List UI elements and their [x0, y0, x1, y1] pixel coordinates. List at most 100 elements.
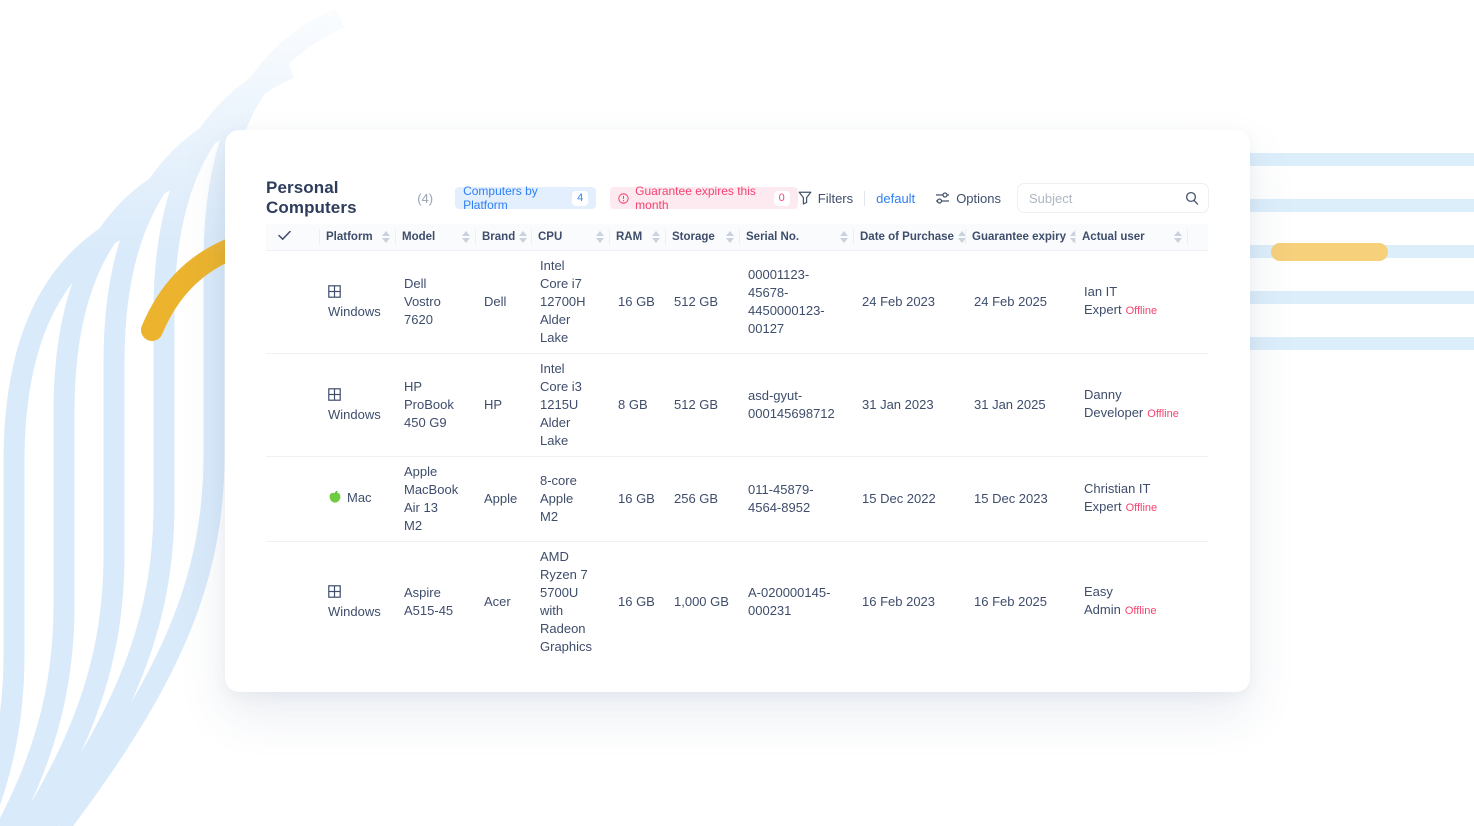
- column-header-brand[interactable]: Brand: [476, 224, 532, 251]
- spacer-cell: [1188, 456, 1208, 542]
- sort-icon: [648, 230, 660, 243]
- row-select-cell[interactable]: [266, 456, 320, 542]
- serial-cell: A-020000145-000231: [748, 584, 831, 618]
- windows-grid-icon: [328, 584, 341, 603]
- search-icon[interactable]: [1184, 190, 1200, 206]
- storage-cell: 512 GB: [666, 250, 740, 354]
- decorative-stripe: [1235, 199, 1474, 212]
- sort-icon: [592, 230, 604, 243]
- chip-guarantee-expires[interactable]: Guarantee expires this month 0: [610, 184, 798, 212]
- column-header-storage[interactable]: Storage: [666, 224, 740, 251]
- column-header-ram[interactable]: RAM: [610, 224, 666, 251]
- model-cell: Dell Vostro 7620: [396, 250, 476, 354]
- subject-search: [1017, 183, 1209, 213]
- model-cell: Aspire A515-45: [404, 584, 454, 618]
- brand-cell: Dell: [476, 250, 532, 354]
- chip-count-badge: 0: [773, 190, 790, 206]
- column-header-guarantee-expiry[interactable]: Guarantee expiry: [966, 224, 1078, 251]
- ram-cell: 16 GB: [618, 593, 655, 609]
- chip-label: Guarantee expires this month: [635, 184, 756, 212]
- sort-icon: [1170, 230, 1182, 243]
- column-header-cpu[interactable]: CPU: [532, 224, 610, 251]
- column-header-serial[interactable]: Serial No.: [740, 224, 854, 251]
- row-select-cell[interactable]: [266, 541, 320, 662]
- table-toolbar: Filters default Options: [798, 183, 1209, 213]
- filter-preset-default[interactable]: default: [876, 190, 916, 206]
- options-sliders-icon: [936, 192, 950, 204]
- cpu-cell: Intel Core i3 1215U Alder Lake: [532, 353, 610, 457]
- decorative-stripe: [1235, 153, 1474, 166]
- warning-circle-icon: [618, 192, 629, 204]
- status-badge: Offline: [1147, 408, 1179, 420]
- spacer-cell: [1188, 353, 1208, 457]
- column-header-platform[interactable]: Platform: [320, 224, 396, 251]
- table-row[interactable]: Windows Dell Vostro 7620 Dell Intel Core…: [266, 250, 1208, 354]
- options-button[interactable]: Options: [935, 191, 1001, 206]
- chip-count-badge: 4: [572, 190, 589, 206]
- guarantee-expiry-cell: 15 Dec 2023: [966, 456, 1076, 542]
- decorative-yellow-pill: [1271, 243, 1388, 261]
- table-row[interactable]: Windows Aspire A515-45 Acer AMD Ryzen 7 …: [266, 541, 1208, 662]
- personal-computers-card: Personal Computers (4) Computers by Plat…: [225, 130, 1250, 692]
- apple-icon: [328, 490, 342, 509]
- column-header-model[interactable]: Model: [396, 224, 476, 251]
- filters-button[interactable]: Filters: [798, 191, 853, 206]
- windows-grid-icon: [328, 284, 341, 303]
- purchase-date-cell: 31 Jan 2023: [854, 353, 966, 457]
- status-badge: Offline: [1125, 305, 1158, 317]
- platform-name: Windows: [328, 303, 381, 319]
- column-header-purchase-date[interactable]: Date of Purchase: [854, 224, 966, 251]
- storage-cell: 1,000 GB: [674, 593, 729, 609]
- sort-icon: [836, 230, 848, 243]
- actual-user-cell: Easy Admin Offline: [1076, 541, 1188, 662]
- column-header-actual-user[interactable]: Actual user: [1076, 224, 1188, 251]
- column-header-spacer: [1188, 224, 1208, 251]
- brand-cell: HP: [476, 353, 532, 457]
- actual-user-cell: Christian IT Expert Offline: [1076, 456, 1188, 542]
- row-select-cell[interactable]: [266, 353, 320, 457]
- table-row[interactable]: Mac Apple MacBook Air 13 M2 Apple 8-core…: [266, 456, 1208, 542]
- guarantee-expiry-cell: 24 Feb 2025: [966, 250, 1076, 354]
- actual-user-cell: Ian IT Expert Offline: [1076, 250, 1188, 354]
- select-all-check[interactable]: [266, 224, 320, 251]
- storage-cell: 256 GB: [666, 456, 740, 542]
- model-cell: Apple MacBook Air 13 M2: [396, 456, 476, 542]
- search-input[interactable]: [1017, 183, 1209, 213]
- purchase-date-cell: 16 Feb 2023: [862, 593, 936, 609]
- table-row[interactable]: Windows HP ProBook 450 G9 HP Intel Core …: [266, 353, 1208, 457]
- table-header-row: Platform Model Brand CPU RAM Storage Ser…: [266, 224, 1208, 251]
- brand-cell: Apple: [476, 456, 532, 542]
- user-name: Christian IT Expert: [1084, 481, 1151, 514]
- status-badge: Offline: [1124, 605, 1157, 617]
- decorative-stripe: [1235, 337, 1474, 350]
- platform-name: Mac: [347, 489, 372, 505]
- filters-label: Filters: [817, 190, 854, 206]
- row-select-cell[interactable]: [266, 250, 320, 354]
- computers-table: Platform Model Brand CPU RAM Storage Ser…: [266, 224, 1208, 662]
- spacer-cell: [1188, 250, 1208, 354]
- serial-cell: 011-45879-4564-8952: [740, 456, 854, 542]
- serial-cell: 00001123-45678-4450000123-00127: [740, 250, 854, 354]
- ram-cell: 8 GB: [610, 353, 666, 457]
- user-name: Ian IT Expert: [1084, 284, 1122, 317]
- check-icon: [278, 230, 291, 240]
- user-name: Easy Admin: [1084, 584, 1121, 617]
- cpu-cell: 8-core Apple M2: [532, 456, 610, 542]
- platform-name: Windows: [328, 603, 381, 619]
- model-cell: HP ProBook 450 G9: [396, 353, 476, 457]
- sort-icon: [458, 230, 470, 243]
- ram-cell: 16 GB: [610, 456, 666, 542]
- cpu-cell: Intel Core i7 12700H Alder Lake: [532, 250, 610, 354]
- chip-computers-by-platform[interactable]: Computers by Platform 4: [455, 184, 597, 212]
- status-badge: Offline: [1125, 502, 1158, 514]
- cpu-cell: AMD Ryzen 7 5700U with Radeon Graphics: [540, 548, 593, 654]
- brand-cell: Acer: [484, 593, 511, 609]
- guarantee-expiry-cell: 16 Feb 2025: [974, 593, 1048, 609]
- sort-icon: [722, 230, 734, 243]
- purchase-date-cell: 24 Feb 2023: [854, 250, 966, 354]
- ram-cell: 16 GB: [610, 250, 666, 354]
- record-count: (4): [417, 190, 434, 206]
- actual-user-cell: Danny Developer Offline: [1076, 353, 1188, 457]
- sort-icon: [515, 230, 528, 243]
- toolbar-divider: [864, 190, 866, 206]
